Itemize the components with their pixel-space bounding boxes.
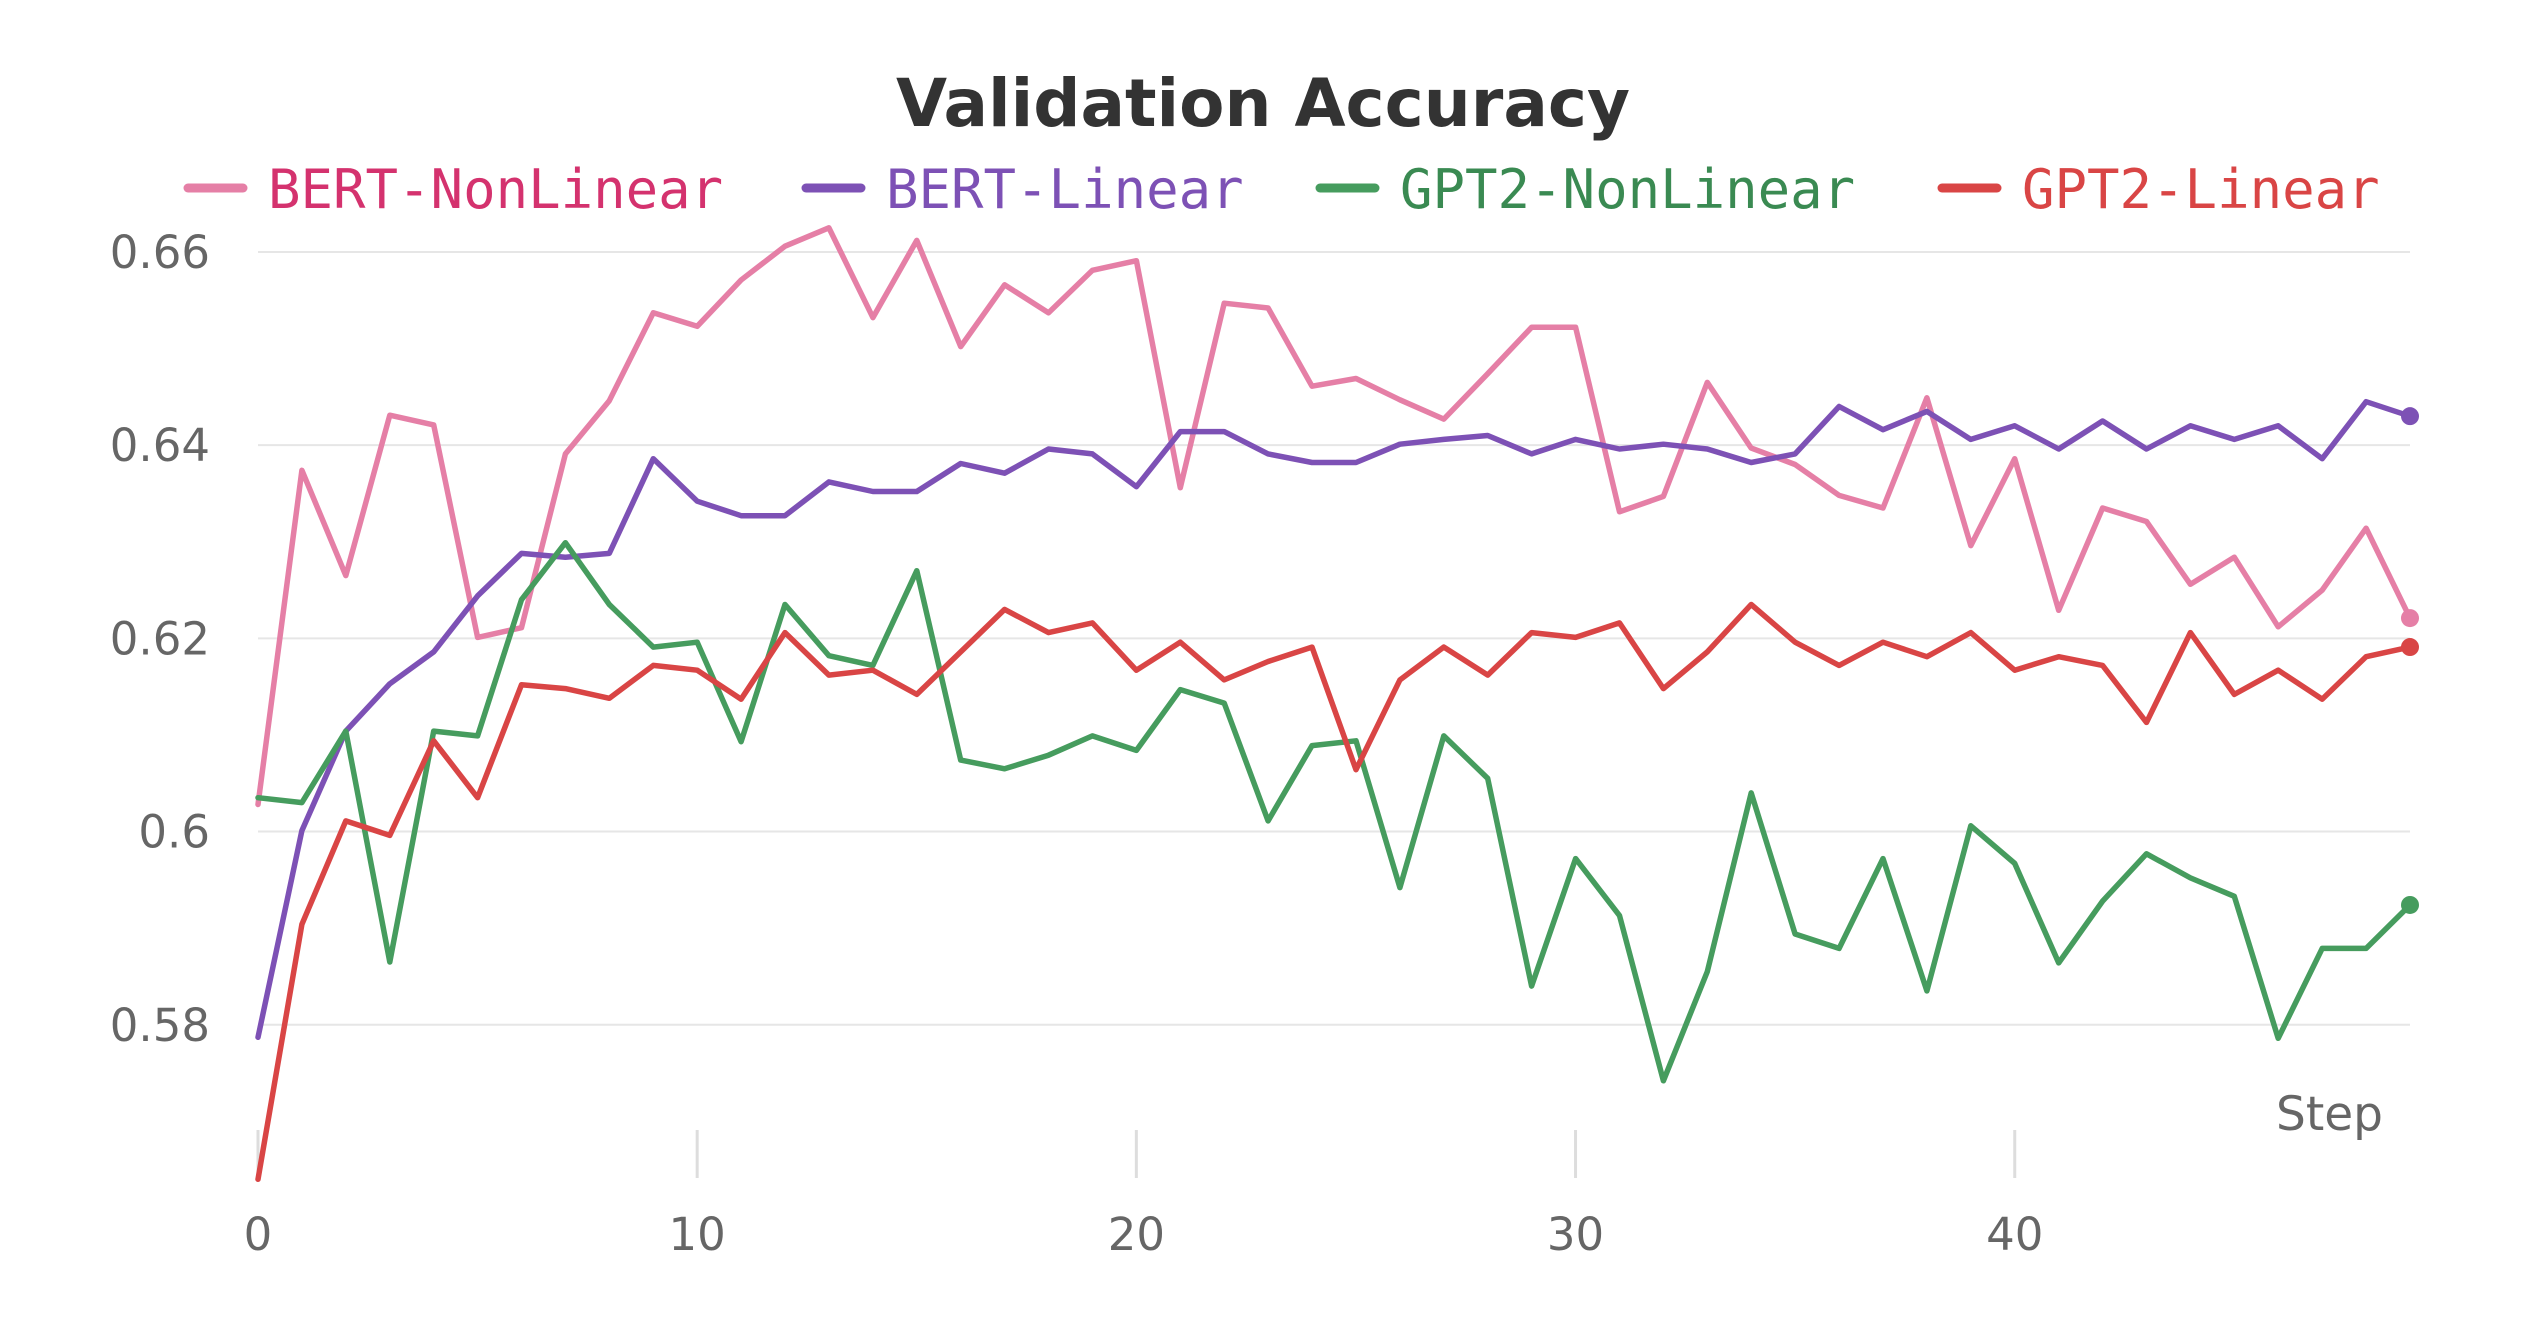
series-line-bert-linear <box>255 398 2413 1041</box>
series-line-bert-nonlinear <box>255 225 2413 808</box>
grid <box>258 250 2410 1026</box>
x-tick-label: 40 <box>1986 1208 2043 1261</box>
y-tick-label: 0.58 <box>110 999 210 1052</box>
x-axis: 0 10 20 30 40 <box>244 1130 2043 1261</box>
series-group <box>255 225 2419 1183</box>
series-end-marker-gpt2-linear <box>2401 638 2419 657</box>
y-tick-label: 0.62 <box>110 612 210 665</box>
series-line-gpt2-linear <box>255 601 2413 1183</box>
y-tick-label: 0.66 <box>110 226 210 279</box>
series-line-gpt2-nonlinear <box>255 539 2413 1084</box>
x-tick-label: 10 <box>669 1208 726 1261</box>
series-end-marker-bert-nonlinear <box>2401 609 2419 628</box>
x-tick-label: 20 <box>1108 1208 1165 1261</box>
x-tick-label: 30 <box>1547 1208 1604 1261</box>
x-tick-label: 0 <box>244 1208 273 1261</box>
x-axis-label: Step <box>2276 1087 2383 1142</box>
y-tick-label: 0.6 <box>138 806 210 859</box>
legend-label-bert-nonlinear: BERT-NonLinear <box>268 158 723 221</box>
series-end-marker-gpt2-nonlinear <box>2401 895 2419 914</box>
legend-label-gpt2-nonlinear: GPT2-NonLinear <box>1400 158 1855 221</box>
chart-title: Validation Accuracy <box>896 65 1630 142</box>
legend: BERT-NonLinear BERT-Linear GPT2-NonLinear G… <box>183 158 2380 221</box>
y-axis: 0.58 0.6 0.62 0.64 0.66 <box>110 226 210 1052</box>
series-end-marker-bert-linear <box>2401 407 2419 426</box>
legend-label-bert-linear: BERT-Linear <box>886 158 1244 221</box>
legend-label-gpt2-linear: GPT2-Linear <box>2022 158 2380 221</box>
y-tick-label: 0.64 <box>110 419 210 472</box>
